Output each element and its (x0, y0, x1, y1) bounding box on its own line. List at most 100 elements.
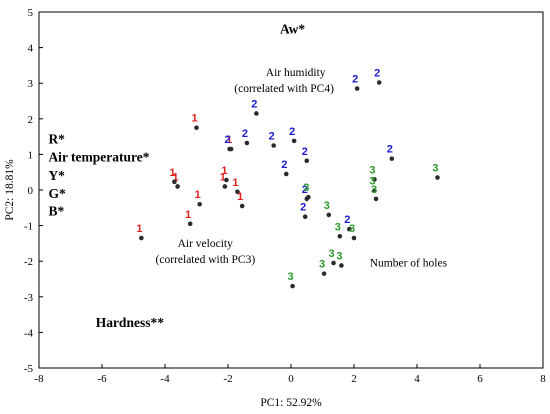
data-point (175, 184, 180, 189)
point-group-label: 1 (191, 113, 197, 125)
point-group-label: 2 (289, 126, 295, 138)
data-point (326, 212, 332, 218)
point-group-label: 2 (269, 131, 275, 143)
x-tick-label: -6 (97, 373, 107, 385)
data-point (271, 143, 276, 148)
data-point (346, 226, 352, 232)
x-axis-title: PC1: 52.92% (260, 397, 322, 409)
data-point (373, 196, 379, 202)
data-point (339, 263, 344, 268)
point-group-label: 1 (237, 191, 243, 203)
annotation-label: Air velocity (178, 238, 233, 250)
data-point (337, 233, 343, 239)
annotation-label: G* (48, 186, 66, 201)
x-tick-label: -2 (223, 373, 232, 385)
x-tick-label: -8 (34, 373, 44, 385)
data-point (187, 221, 193, 227)
y-tick-label: -1 (24, 221, 33, 233)
point-group-label: 3 (319, 259, 325, 271)
y-tick-label: -4 (24, 327, 34, 339)
point-group-label: 1 (195, 189, 201, 201)
point-group-label: 1 (232, 177, 238, 189)
x-tick-label: 4 (414, 373, 420, 385)
point-group-label: 2 (302, 184, 308, 196)
data-point (227, 146, 232, 152)
x-tick-label: -4 (160, 373, 170, 385)
data-point (224, 177, 229, 183)
y-tick-label: -3 (24, 292, 34, 304)
point-group-label: 2 (300, 202, 306, 214)
data-point (304, 158, 310, 164)
data-point (321, 271, 327, 276)
point-group-label: 2 (242, 128, 248, 140)
point-group-label: 1 (221, 165, 227, 177)
point-group-label: 3 (369, 164, 375, 176)
x-tick-label: 2 (351, 373, 357, 385)
annotation-label: Air humidity (266, 67, 326, 79)
point-group-label: 2 (387, 144, 393, 156)
point-group-label: 2 (352, 74, 358, 86)
data-point (291, 138, 297, 144)
data-point (235, 189, 240, 195)
data-point (372, 188, 377, 194)
x-tick-label: 8 (540, 373, 546, 385)
data-point (290, 283, 295, 289)
point-group-label: 1 (169, 167, 175, 179)
point-group-label: 2 (302, 146, 308, 158)
point-group-label: 3 (324, 200, 330, 212)
data-point (435, 175, 440, 180)
y-tick-label: -5 (24, 363, 34, 375)
y-tick-label: 4 (28, 43, 34, 55)
annotation-label: Hardness** (96, 315, 165, 330)
annotation-label: B* (48, 204, 64, 219)
point-group-label: 1 (136, 223, 142, 235)
annotation-label: Number of holes (370, 258, 448, 270)
annotation-label: Aw* (280, 21, 305, 36)
data-point (306, 194, 311, 200)
data-point (139, 235, 144, 241)
data-point (194, 125, 199, 130)
data-point (254, 111, 259, 116)
data-point (354, 86, 360, 91)
data-point (244, 140, 250, 146)
point-group-label: 3 (371, 184, 377, 196)
data-point (283, 171, 289, 177)
data-point (222, 184, 228, 189)
x-tick-label: 0 (288, 373, 294, 385)
data-point (239, 203, 245, 209)
y-tick-label: 5 (28, 7, 34, 19)
data-point (172, 179, 177, 185)
data-point (376, 80, 382, 85)
point-group-label: 1 (226, 134, 232, 146)
point-group-label: 3 (303, 182, 309, 194)
point-group-label: 1 (173, 171, 179, 183)
point-group-label: 1 (220, 171, 226, 183)
data-point (331, 260, 336, 266)
annotations: Aw* Air humidity (correlated with PC4) R* Ai… (48, 21, 447, 330)
data-point (351, 235, 357, 241)
annotation-label: (correlated with PC3) (156, 254, 256, 266)
y-tick-label: 2 (28, 114, 34, 126)
point-group-label: 1 (185, 209, 191, 221)
point-group-label: 3 (349, 223, 355, 235)
point-group-label: 3 (288, 271, 294, 283)
data-point (302, 214, 308, 219)
point-group-label: 3 (369, 176, 375, 188)
x-tick-label: 6 (477, 373, 483, 385)
annotation-label: R* (48, 132, 65, 147)
point-group-label: 2 (251, 98, 257, 110)
data-point (389, 156, 395, 161)
point-group-label: 2 (281, 159, 287, 171)
point-group-label: 3 (432, 163, 438, 175)
y-tick-label: 0 (28, 185, 34, 197)
annotation-label: Air temperature* (48, 150, 149, 165)
y-tick-label: 3 (28, 78, 34, 90)
point-group-label: 2 (344, 214, 350, 226)
y-tick-label: -2 (24, 256, 33, 268)
data-point (372, 177, 377, 182)
y-axis-title: PC2: 18.81% (4, 159, 16, 221)
point-group-label: 3 (328, 248, 334, 260)
